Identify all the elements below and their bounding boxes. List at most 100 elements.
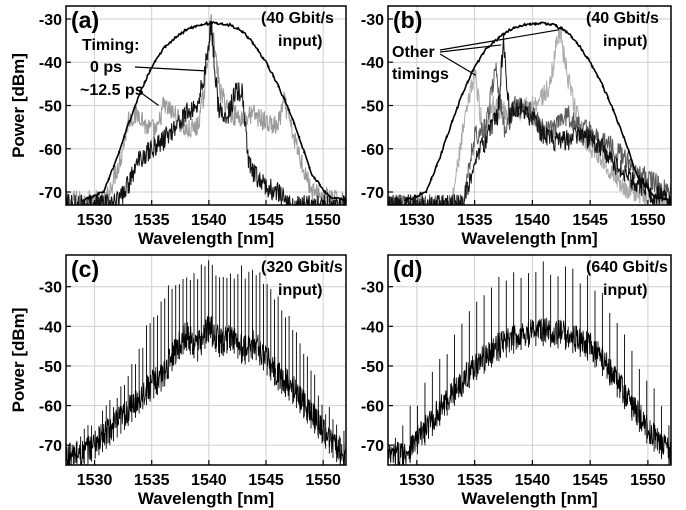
input-marker: [424, 190, 428, 194]
input-marker: [492, 41, 495, 44]
input-marker: [107, 177, 111, 181]
series-floor-trace: [388, 317, 671, 465]
input-marker: [435, 164, 438, 168]
x-tick-label: 1535: [457, 472, 493, 489]
panel-letter: (b): [393, 7, 422, 33]
input-marker: [297, 135, 301, 139]
y-tick-label: -60: [361, 142, 384, 159]
x-axis-label: Wavelength [nm]: [461, 489, 597, 508]
input-marker: [528, 22, 532, 25]
input-marker: [261, 56, 265, 60]
input-marker: [466, 80, 469, 84]
input-marker: [664, 198, 667, 201]
input-marker: [308, 166, 311, 169]
y-tick-label: -70: [39, 438, 62, 455]
series-output-other-3-trace: [388, 34, 671, 205]
input-marker: [471, 69, 475, 72]
input-marker: [112, 164, 116, 168]
input-marker: [612, 108, 615, 112]
input-marker: [153, 60, 157, 63]
input-marker: [133, 106, 136, 109]
y-tick-label: -30: [361, 280, 384, 297]
input-marker: [440, 151, 443, 154]
input-marker: [138, 92, 141, 96]
rate-note-line-1: (320 Gbit/s: [261, 259, 343, 276]
rate-note-line-1: (40 Gbit/s: [586, 10, 659, 27]
annotation-timings: timings: [392, 66, 449, 83]
input-marker: [539, 22, 542, 25]
input-marker: [404, 199, 407, 202]
input-marker: [179, 32, 183, 35]
x-axis-label: Wavelength [nm]: [138, 229, 274, 248]
input-marker: [92, 195, 95, 198]
input-marker: [513, 26, 516, 30]
input-marker: [256, 48, 260, 52]
rate-note-line-2: input): [603, 282, 647, 299]
input-marker: [518, 24, 521, 28]
input-marker: [318, 183, 321, 187]
input-marker: [643, 183, 646, 187]
x-tick-label: 1550: [305, 472, 341, 489]
traces: [66, 14, 346, 205]
input-marker: [606, 96, 610, 100]
input-marker: [272, 75, 275, 78]
input-marker: [430, 177, 433, 181]
input-marker: [189, 26, 193, 30]
input-marker: [241, 30, 244, 33]
input-marker: [456, 106, 459, 109]
input-marker: [601, 85, 605, 88]
panel-a: 1530 1535 1540 1545 1550 -30 -40 -50 -60 -70 Wavel…: [9, 5, 347, 248]
input-marker: [205, 22, 208, 25]
y-tick-label: -70: [39, 185, 62, 202]
series-floor-trace: [66, 315, 346, 465]
annotation-timing: Timing:: [82, 37, 139, 54]
x-tick-label: 1550: [630, 212, 666, 229]
input-marker: [220, 22, 224, 25]
series-output-0ps-trace: [66, 20, 346, 205]
annotation-0ps: 0 ps: [90, 59, 122, 76]
plot-frame: [65, 254, 347, 466]
input-marker: [617, 122, 620, 125]
x-tick-label: 1540: [515, 212, 551, 229]
input-marker: [549, 23, 553, 26]
input-marker: [200, 23, 203, 26]
input-marker: [236, 27, 239, 30]
input-marker: [97, 192, 100, 196]
traces: [388, 21, 671, 205]
x-tick-label: 1535: [457, 212, 493, 229]
y-tick-label: -30: [361, 12, 384, 29]
y-tick-label: -70: [361, 185, 384, 202]
annotation-other: Other: [392, 44, 435, 61]
input-marker: [328, 195, 332, 198]
input-marker: [102, 190, 105, 194]
y-axis-label: Power [dBm]: [9, 308, 28, 413]
traces: [388, 261, 671, 465]
input-marker: [497, 36, 501, 39]
panel-d: 1530 1535 1540 1545 1550 -30 -40 -50 -60 -70 Wavel…: [361, 254, 672, 508]
rate-note-line-1: (40 Gbit/s: [261, 10, 334, 27]
input-marker: [658, 196, 662, 200]
y-tick-label: -60: [39, 142, 62, 159]
x-tick-label: 1545: [572, 212, 608, 229]
input-marker: [461, 92, 464, 96]
input-marker: [570, 35, 573, 39]
input-marker: [159, 52, 162, 55]
input-marker: [313, 177, 316, 180]
input-marker: [123, 135, 126, 138]
x-tick-label: 1530: [77, 472, 113, 489]
input-marker: [648, 190, 651, 193]
x-axis-label: Wavelength [nm]: [138, 489, 274, 508]
input-marker: [277, 85, 280, 88]
input-marker: [409, 197, 412, 200]
y-tick-label: -50: [361, 99, 384, 116]
input-marker: [502, 32, 506, 35]
input-marker: [282, 96, 285, 100]
panel-letter: (a): [71, 7, 99, 33]
y-axis-label: Power [dBm]: [9, 53, 28, 158]
plot-frame: [387, 254, 672, 466]
input-marker: [586, 56, 589, 60]
x-tick-label: 1540: [191, 472, 227, 489]
input-marker: [554, 24, 558, 27]
input-marker: [225, 23, 229, 26]
y-tick-label: -30: [39, 12, 62, 29]
